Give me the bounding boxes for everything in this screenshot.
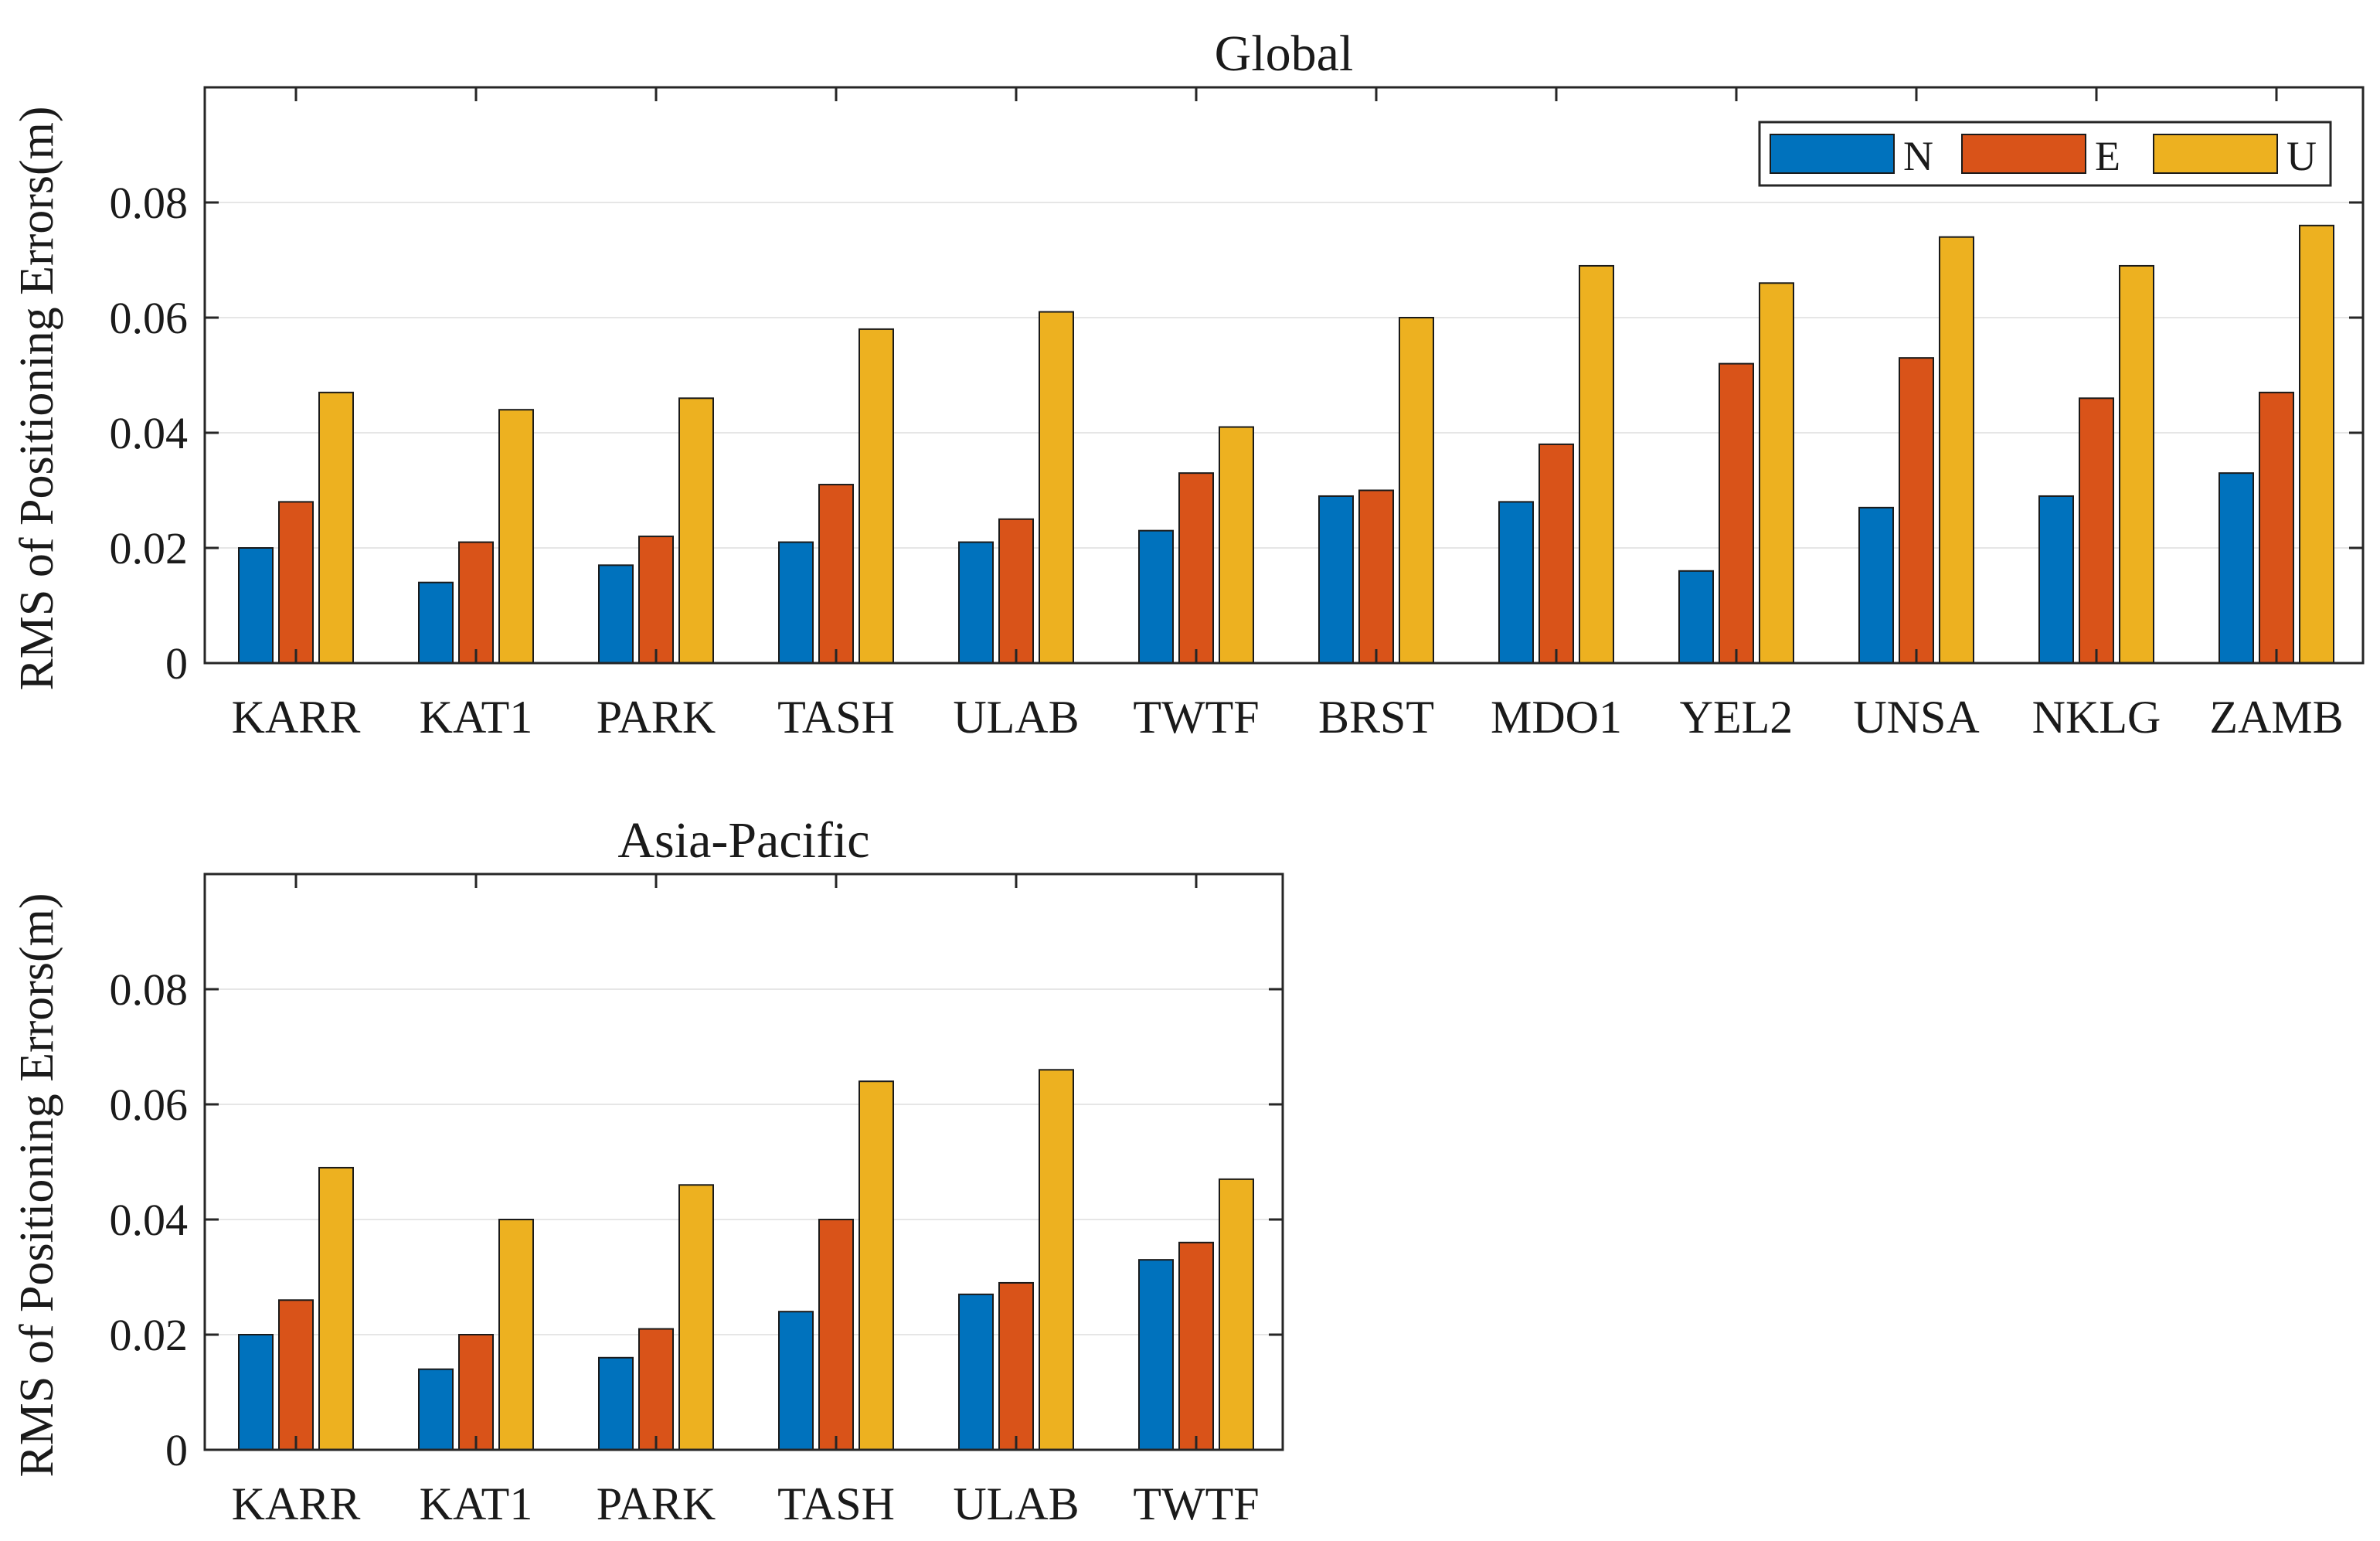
bar-U-yel2 <box>1759 282 1794 664</box>
axes-box <box>203 873 1284 1451</box>
legend-swatch-U <box>2153 134 2278 174</box>
bar-U-park <box>678 397 714 664</box>
bar-E-brst <box>1358 489 1394 664</box>
bar-E-twtf <box>1178 1241 1214 1451</box>
bar-N-mdo1 <box>1498 501 1534 665</box>
legend-swatch-N <box>1770 134 1895 174</box>
bar-U-twtf <box>1219 426 1254 664</box>
bar-N-tash <box>778 541 814 664</box>
x-tick-label: MDO1 <box>1491 692 1622 743</box>
bar-U-brst <box>1399 317 1434 664</box>
bar-U-ulab <box>1039 311 1074 664</box>
bar-N-unsa <box>1858 506 1894 664</box>
y-tick-label: 0.08 <box>110 964 189 1015</box>
x-tick-label: PARK <box>597 1478 716 1529</box>
y-axis-label: RMS of Positioning Errors(m) <box>11 893 63 1477</box>
bar-E-karr <box>278 501 314 665</box>
x-tick-label: KAT1 <box>420 1478 533 1529</box>
x-tick-label: KARR <box>232 1478 361 1529</box>
bar-E-yel2 <box>1719 362 1754 664</box>
bar-E-kat1 <box>458 541 494 664</box>
bar-N-karr <box>238 547 274 664</box>
y-tick-label: 0.06 <box>110 1080 189 1130</box>
plot-area <box>205 874 1283 1450</box>
bar-E-karr <box>278 1299 314 1451</box>
bar-N-kat1 <box>418 1368 454 1451</box>
bar-N-tash <box>778 1311 814 1451</box>
x-tick-label: BRST <box>1318 692 1434 743</box>
axes-box <box>203 86 2365 665</box>
x-tick-label: ULAB <box>953 692 1079 743</box>
legend-swatch-E <box>1961 134 2086 174</box>
y-tick-label: 0.08 <box>110 178 189 228</box>
bar-U-karr <box>318 1166 354 1451</box>
x-tick-label: YEL2 <box>1680 692 1794 743</box>
bar-E-ulab <box>998 1281 1034 1451</box>
x-tick-label: ZAMB <box>2209 692 2343 743</box>
x-tick-label: NKLG <box>2032 692 2161 743</box>
bar-U-twtf <box>1219 1178 1254 1451</box>
bar-U-tash <box>858 1080 894 1451</box>
x-tick-label: TWTF <box>1133 1478 1259 1529</box>
bar-E-zamb <box>2259 391 2294 664</box>
bar-E-ulab <box>998 518 1034 664</box>
bar-N-karr <box>238 1334 274 1451</box>
x-tick-label: TASH <box>777 1478 895 1529</box>
y-tick-label: 0.02 <box>110 1310 189 1360</box>
x-tick-label: UNSA <box>1853 692 1979 743</box>
chart-panel-asia-pacific: 0 0.02 0.04 0.06 0.08 KARR KAT1 PARK TASH ULAB TWT… <box>11 812 1284 1529</box>
x-tick-label: ULAB <box>953 1478 1079 1529</box>
bar-E-tash <box>818 1219 854 1451</box>
chart-title: Asia-Pacific <box>617 812 869 869</box>
bar-N-park <box>598 1356 634 1451</box>
legend-label-U: U <box>2286 133 2317 179</box>
x-tick-label: TWTF <box>1133 692 1259 743</box>
y-tick-label: 0.06 <box>110 293 189 343</box>
bar-U-zamb <box>2299 224 2334 664</box>
y-tick-label: 0.04 <box>110 1195 189 1245</box>
y-tick-label: 0.02 <box>110 523 189 573</box>
bar-N-park <box>598 564 634 664</box>
bar-E-nklg <box>2079 397 2114 664</box>
bar-E-tash <box>818 484 854 664</box>
bar-U-nklg <box>2119 264 2154 664</box>
y-axis-label: RMS of Positioning Errors(m) <box>11 106 63 690</box>
bar-N-kat1 <box>418 581 454 665</box>
bar-E-park <box>638 536 674 664</box>
bar-U-kat1 <box>498 1219 534 1451</box>
bar-U-park <box>678 1184 714 1451</box>
chart-panel-global: 0 0.02 0.04 0.06 0.08 KARR KAT1 PARK TASH ULAB TWT… <box>11 26 2365 743</box>
bar-N-twtf <box>1138 529 1174 665</box>
legend-label-N: N <box>1903 133 1933 179</box>
bar-N-ulab <box>958 1293 994 1451</box>
legend-label-E: E <box>2095 133 2120 179</box>
y-tick-label: 0 <box>165 638 188 689</box>
bar-E-park <box>638 1328 674 1451</box>
bar-N-twtf <box>1138 1259 1174 1451</box>
bar-N-zamb <box>2218 472 2254 665</box>
bar-E-mdo1 <box>1538 443 1574 665</box>
bar-U-unsa <box>1939 236 1974 664</box>
bar-U-karr <box>318 391 354 664</box>
bar-N-yel2 <box>1678 570 1714 664</box>
x-tick-label: TASH <box>777 692 895 743</box>
bar-E-unsa <box>1899 357 1934 664</box>
bar-N-brst <box>1318 495 1354 665</box>
chart-title: Global <box>1215 26 1354 82</box>
bar-U-kat1 <box>498 409 534 664</box>
x-tick-label: KAT1 <box>420 692 533 743</box>
y-tick-label: 0.04 <box>110 408 189 458</box>
x-tick-label: KARR <box>232 692 361 743</box>
bar-U-tash <box>858 328 894 664</box>
bar-N-ulab <box>958 541 994 664</box>
bar-U-ulab <box>1039 1069 1074 1451</box>
y-tick-label: 0 <box>165 1425 188 1475</box>
bar-E-twtf <box>1178 472 1214 665</box>
bar-U-mdo1 <box>1579 264 1614 664</box>
bar-E-kat1 <box>458 1334 494 1451</box>
bar-N-nklg <box>2038 495 2074 665</box>
x-tick-label: PARK <box>597 692 716 743</box>
